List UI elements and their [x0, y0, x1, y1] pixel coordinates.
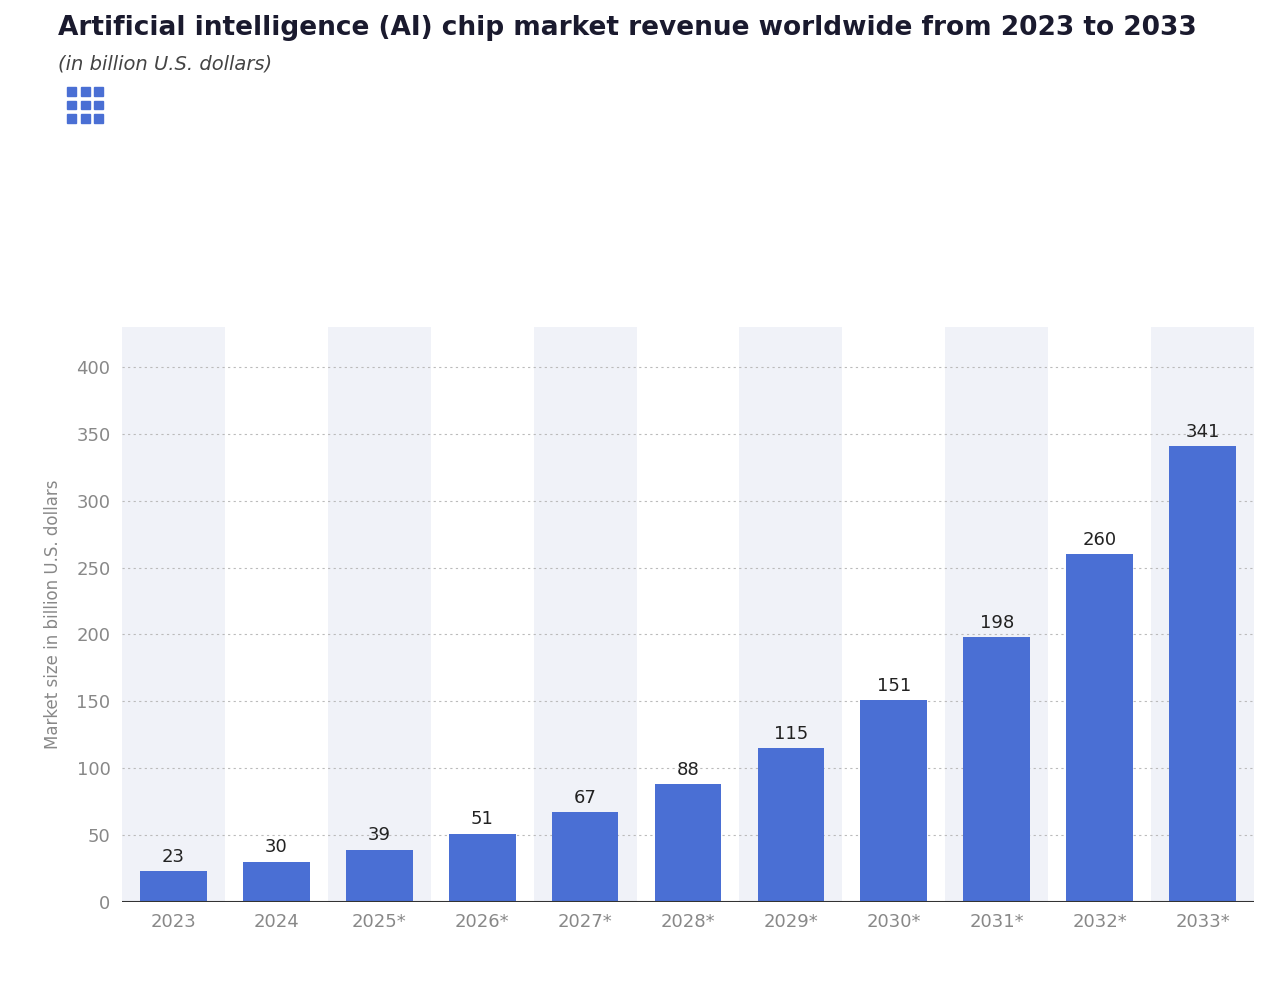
Text: 260: 260 — [1083, 531, 1117, 549]
Text: 88: 88 — [677, 761, 699, 779]
Text: 115: 115 — [774, 724, 808, 742]
Text: 151: 151 — [877, 677, 911, 695]
Text: 67: 67 — [573, 789, 596, 807]
Bar — [328, 327, 430, 902]
Bar — [168, 92, 177, 120]
Bar — [946, 327, 1048, 902]
Bar — [1170, 446, 1236, 902]
Bar — [654, 784, 722, 902]
Bar — [758, 748, 824, 902]
Bar — [224, 327, 328, 902]
Text: 30: 30 — [265, 838, 288, 856]
Bar — [81, 101, 90, 109]
Bar — [842, 327, 946, 902]
Bar — [95, 101, 104, 109]
Bar — [81, 114, 90, 123]
Bar — [964, 637, 1030, 902]
Bar — [346, 849, 412, 902]
Bar — [140, 871, 206, 902]
Text: Artificial intelligence (AI) chip market revenue worldwide from 2023 to 2033: Artificial intelligence (AI) chip market… — [58, 15, 1197, 41]
Y-axis label: Market size in billion U.S. dollars: Market size in billion U.S. dollars — [45, 480, 63, 749]
Text: 51: 51 — [471, 811, 494, 828]
Bar — [141, 97, 150, 120]
Bar — [430, 327, 534, 902]
Bar — [68, 87, 76, 96]
Bar — [95, 87, 104, 96]
Bar — [552, 813, 618, 902]
Text: 39: 39 — [367, 826, 390, 844]
Bar — [95, 114, 104, 123]
Text: (in billion U.S. dollars): (in billion U.S. dollars) — [58, 55, 271, 73]
Bar — [68, 114, 76, 123]
Bar — [1048, 327, 1152, 902]
Bar — [243, 862, 310, 902]
Text: 23: 23 — [161, 847, 184, 866]
Bar — [636, 327, 740, 902]
Bar — [534, 327, 636, 902]
Bar — [740, 327, 842, 902]
Text: 198: 198 — [979, 613, 1014, 632]
Bar — [860, 700, 928, 902]
Bar — [122, 327, 224, 902]
Bar — [1152, 327, 1254, 902]
Bar — [68, 101, 76, 109]
Bar — [448, 833, 516, 902]
Bar — [154, 84, 164, 120]
Text: 341: 341 — [1185, 422, 1220, 441]
Bar — [1066, 554, 1133, 902]
Bar — [81, 87, 90, 96]
